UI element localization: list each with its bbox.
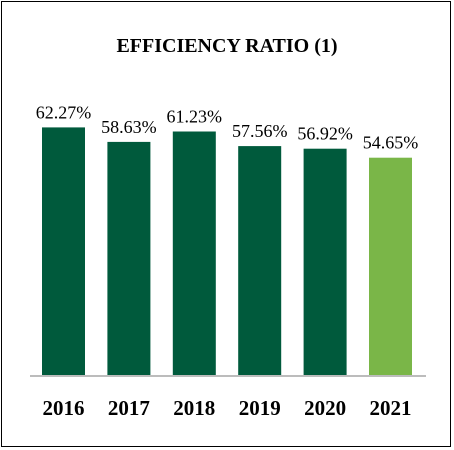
data-labels-group: 62.27% 58.63% 61.23% 57.56% 56.92% 54.65%	[36, 102, 419, 152]
bar-2019	[238, 146, 282, 375]
bar-2020	[303, 148, 347, 375]
x-tick-label-2018: 2018	[173, 396, 215, 420]
x-tick-label-2021: 2021	[370, 396, 412, 420]
data-label-2017: 58.63%	[101, 117, 157, 137]
x-tick-label-2020: 2020	[304, 396, 346, 420]
data-label-2019: 57.56%	[232, 121, 288, 141]
bar-2021	[369, 157, 412, 375]
data-label-2016: 62.27%	[36, 102, 92, 122]
x-tick-label-2016: 2016	[43, 396, 85, 420]
bars-group	[42, 127, 412, 376]
x-tick-label-2017: 2017	[108, 396, 150, 420]
data-label-2020: 56.92%	[297, 124, 353, 144]
bar-2017	[107, 141, 151, 375]
x-tick-label-2019: 2019	[239, 396, 281, 420]
x-tick-labels-group: 2016 2017 2018 2019 2020 2021	[43, 396, 412, 420]
bar-2016	[42, 127, 85, 376]
data-label-2018: 61.23%	[167, 107, 223, 127]
chart-title: EFFICIENCY RATIO (1)	[116, 35, 337, 57]
data-label-2021: 54.65%	[363, 133, 419, 153]
bar-2018	[172, 131, 216, 375]
